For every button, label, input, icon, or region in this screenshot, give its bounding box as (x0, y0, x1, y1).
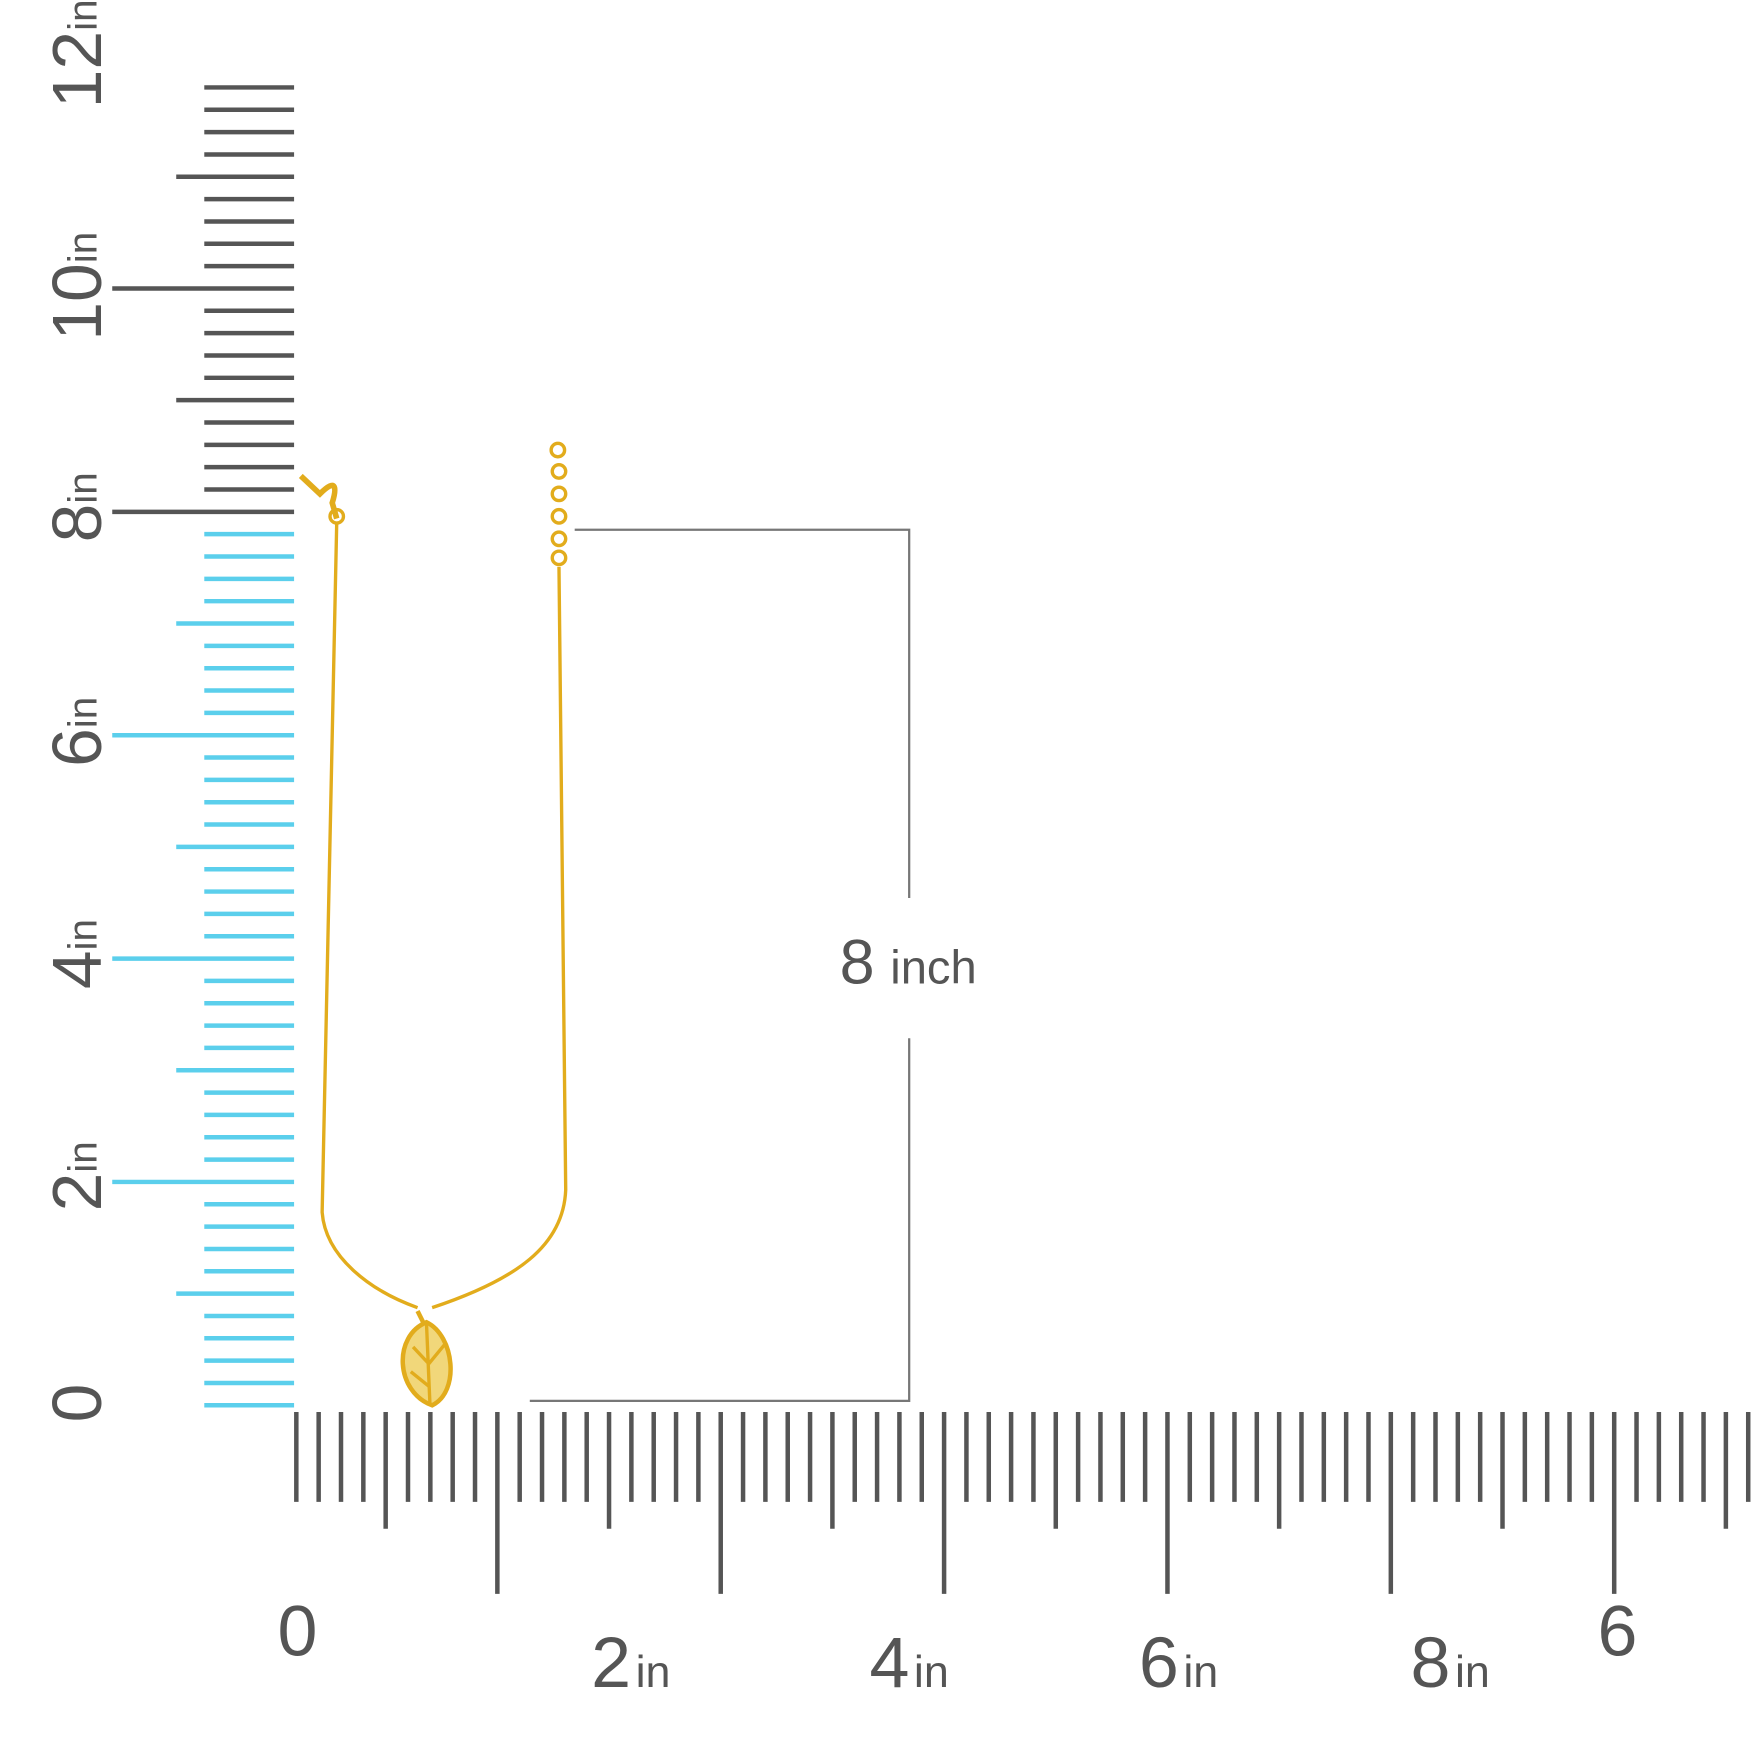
measurement-bracket (529, 528, 911, 1402)
measurement-unit: inch (890, 940, 976, 993)
label-number: 12 (38, 31, 116, 108)
label-number: 6 (1139, 1623, 1179, 1703)
label-number: 4 (869, 1623, 909, 1703)
vertical-label: 6in (38, 697, 116, 767)
label-number: 2 (591, 1623, 631, 1703)
label-unit: in (60, 1141, 106, 1172)
label-number: 0 (38, 1384, 116, 1423)
horizontal-labels: 0 2 in 4 in 6 in 8 in 6 (277, 1592, 1637, 1703)
label-unit: in (60, 697, 106, 728)
vertical-label: 10in (38, 232, 116, 341)
necklace (298, 441, 568, 1408)
vertical-label: 2in (38, 1141, 116, 1211)
vertical-label: 4in (38, 919, 116, 989)
label-number: 8 (38, 504, 116, 543)
label-number: 10 (38, 263, 116, 340)
horizontal-label: 8 in (1411, 1623, 1490, 1703)
label-unit: in (60, 919, 106, 950)
vertical-label: 8in (38, 472, 116, 542)
horizontal-label: 6 (1597, 1592, 1637, 1672)
label-number: 8 (1411, 1623, 1451, 1703)
measurement-label: 8 inch (840, 927, 977, 997)
vertical-label: 0 (38, 1384, 116, 1423)
label-number: 2 (38, 1173, 116, 1212)
label-unit: in (1183, 1646, 1218, 1697)
horizontal-label: 2 in (591, 1623, 670, 1703)
label-unit: in (636, 1646, 671, 1697)
vertical-label: 12in (38, 0, 116, 108)
label-number: 4 (38, 950, 116, 989)
ruler-ticks (112, 85, 1751, 1594)
horizontal-label: 0 (277, 1592, 317, 1672)
label-number: 6 (38, 728, 116, 767)
label-number: 6 (1597, 1592, 1637, 1672)
horizontal-label: 6 in (1139, 1623, 1218, 1703)
measurement-number: 8 (840, 927, 875, 997)
label-unit: in (914, 1646, 949, 1697)
label-unit: in (60, 232, 106, 263)
label-number: 0 (277, 1592, 317, 1672)
label-unit: in (60, 472, 106, 503)
label-unit: in (60, 0, 106, 31)
label-unit: in (1455, 1646, 1490, 1697)
horizontal-label: 4 in (869, 1623, 948, 1703)
